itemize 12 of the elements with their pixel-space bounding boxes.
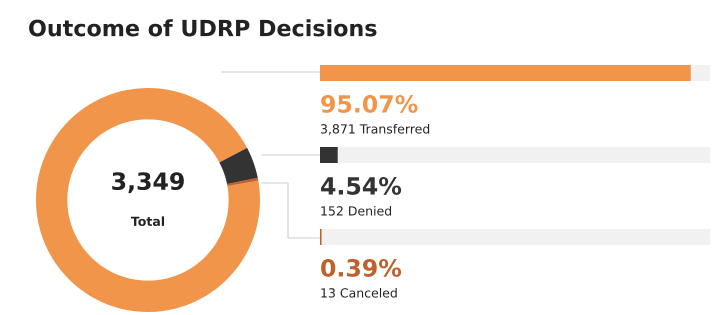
data-label: 4.54% <box>321 176 402 195</box>
donut-slice <box>219 148 258 184</box>
slice-label: 3,871 Transferred <box>320 124 430 135</box>
slice-label: 13 Canceled <box>321 288 397 298</box>
text: 3,349 <box>112 172 184 194</box>
chart-title: Outcome of UDRP Decisions <box>29 19 376 36</box>
slice-label: 152 Denied <box>321 206 392 216</box>
data-label: 0.39% <box>321 258 402 277</box>
donut-slice <box>36 88 260 312</box>
text: Total <box>130 216 164 226</box>
donut-slice <box>227 178 258 186</box>
data-label: 95.07% <box>321 94 418 113</box>
